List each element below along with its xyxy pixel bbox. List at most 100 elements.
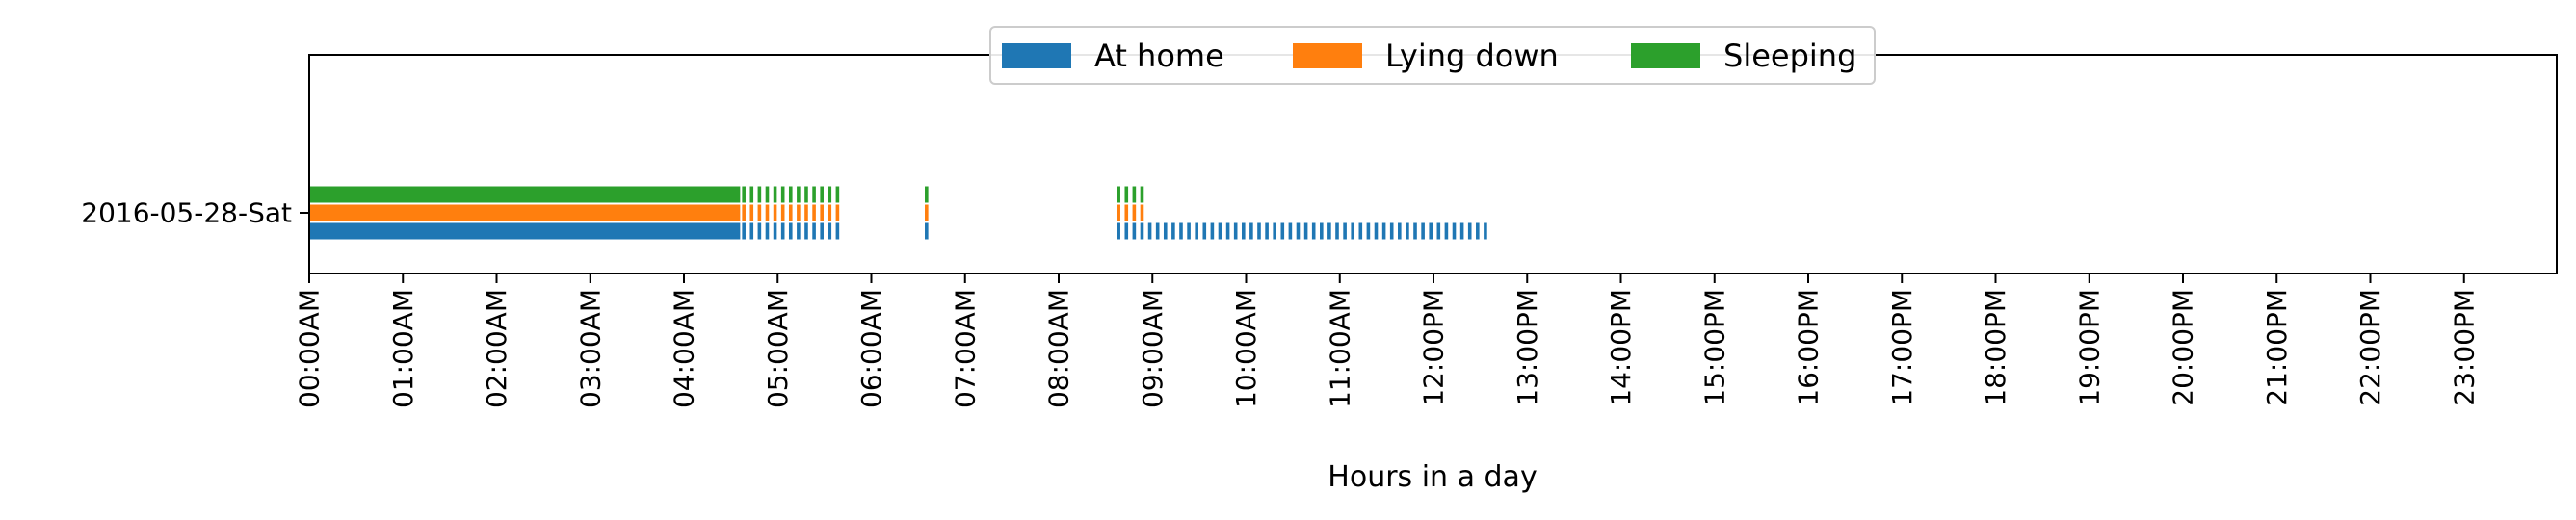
x-tick-label: 00:00AM: [294, 289, 326, 408]
sample-mark: [1179, 222, 1183, 240]
sample-mark: [1327, 222, 1331, 240]
sample-mark: [1484, 222, 1487, 240]
sample-mark: [773, 186, 777, 203]
y-axis: 2016-05-28-Sat: [81, 197, 309, 229]
legend-swatch: [1002, 43, 1071, 68]
y-tick-label: 2016-05-28-Sat: [81, 197, 292, 229]
legend-box: [989, 26, 1876, 85]
sample-mark: [1124, 204, 1129, 221]
sample-mark: [835, 186, 840, 203]
x-tick-label: 21:00PM: [2261, 289, 2293, 406]
sample-mark: [835, 222, 840, 240]
sample-mark: [749, 186, 754, 203]
sample-mark: [820, 222, 824, 240]
sample-mark: [797, 186, 801, 203]
sample-mark: [925, 186, 929, 203]
sample-mark: [1366, 222, 1371, 240]
sample-mark: [828, 186, 832, 203]
x-tick-label: 20:00PM: [2168, 289, 2199, 406]
sample-mark: [1132, 204, 1137, 221]
sample-mark: [820, 204, 824, 221]
sample-mark: [925, 222, 929, 240]
sample-mark: [1358, 222, 1363, 240]
sample-mark: [1140, 204, 1144, 221]
bar-segment: [309, 222, 741, 240]
sample-mark: [742, 222, 746, 240]
sample-mark: [1421, 222, 1425, 240]
x-tick-label: 15:00PM: [1698, 289, 1730, 406]
sample-mark: [1163, 222, 1168, 240]
sample-mark: [1413, 222, 1417, 240]
x-tick-label: 08:00AM: [1043, 289, 1075, 408]
sample-mark: [780, 222, 785, 240]
sample-mark: [1241, 222, 1246, 240]
sample-mark: [1374, 222, 1379, 240]
sample-mark: [780, 204, 785, 221]
sample-mark: [1257, 222, 1261, 240]
sample-mark: [1389, 222, 1394, 240]
sample-mark: [1147, 222, 1152, 240]
sample-mark: [1210, 222, 1215, 240]
sample-mark: [812, 186, 816, 203]
sample-mark: [1218, 222, 1222, 240]
sample-mark: [1195, 222, 1198, 240]
sample-mark: [1132, 222, 1137, 240]
x-tick-label: 03:00AM: [574, 289, 606, 408]
sample-mark: [1467, 222, 1472, 240]
sample-mark: [1398, 222, 1402, 240]
sample-mark: [804, 186, 808, 203]
x-tick-label: 02:00AM: [481, 289, 513, 408]
sample-mark: [1476, 222, 1480, 240]
sample-mark: [828, 222, 832, 240]
bar-segment: [309, 204, 741, 221]
x-tick-label: 09:00AM: [1137, 289, 1169, 408]
x-tick-label: 07:00AM: [949, 289, 981, 408]
x-tick-label: 12:00PM: [1418, 289, 1450, 406]
sample-mark: [1444, 222, 1449, 240]
sample-mark: [773, 222, 777, 240]
sample-mark: [1280, 222, 1285, 240]
series-lying-down: [309, 204, 1144, 221]
sample-mark: [1381, 222, 1386, 240]
sample-mark: [1296, 222, 1301, 240]
sample-mark: [780, 186, 785, 203]
sample-mark: [1117, 204, 1120, 221]
x-axis-label: Hours in a day: [1327, 460, 1537, 494]
sample-mark: [1343, 222, 1347, 240]
sample-mark: [1303, 222, 1308, 240]
sample-mark: [1265, 222, 1269, 240]
sample-mark: [1202, 222, 1207, 240]
sample-mark: [757, 222, 762, 240]
x-tick-label: 04:00AM: [669, 289, 700, 408]
sample-mark: [925, 204, 929, 221]
bar-segment: [309, 186, 741, 203]
legend: At home Lying down Sleeping: [989, 26, 1876, 85]
sample-mark: [1406, 222, 1409, 240]
x-tick-label: 06:00AM: [855, 289, 887, 408]
legend-label: Lying down: [1385, 38, 1559, 74]
sample-mark: [1288, 222, 1293, 240]
x-tick-label: 01:00AM: [387, 289, 419, 408]
legend-label: Sleeping: [1723, 38, 1856, 74]
sample-mark: [1132, 186, 1137, 203]
x-tick-label: 11:00AM: [1324, 289, 1355, 408]
sample-mark: [1225, 222, 1230, 240]
x-axis: 00:00AM 01:00AM 02:00AM 03:00AM 04:00AM 05:00…: [294, 273, 2480, 408]
series-at-home: [309, 222, 1487, 240]
sample-mark: [828, 204, 832, 221]
x-tick-label: 18:00PM: [1980, 289, 2011, 406]
sample-mark: [1187, 222, 1191, 240]
sample-mark: [765, 222, 770, 240]
sample-mark: [1335, 222, 1339, 240]
legend-swatch: [1631, 43, 1700, 68]
sample-mark: [1155, 222, 1160, 240]
sample-mark: [749, 204, 754, 221]
x-tick-label: 13:00PM: [1511, 289, 1543, 406]
sample-mark: [797, 222, 801, 240]
chart-marks: [309, 186, 1487, 240]
sample-mark: [1140, 186, 1144, 203]
x-tick-label: 17:00PM: [1886, 289, 1918, 406]
sample-mark: [1273, 222, 1276, 240]
sample-mark: [1249, 222, 1253, 240]
sample-mark: [773, 204, 777, 221]
